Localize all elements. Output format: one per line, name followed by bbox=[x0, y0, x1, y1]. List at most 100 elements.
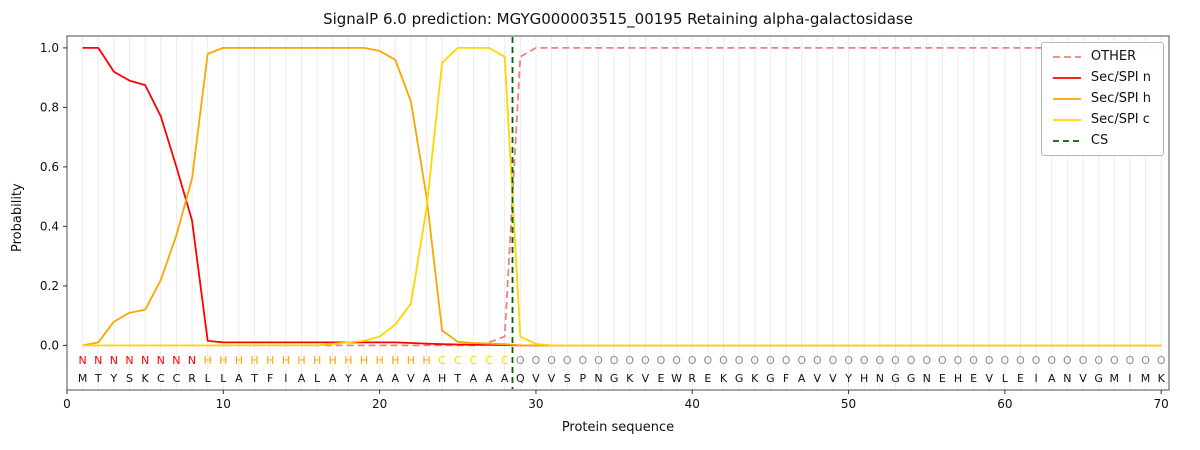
y-tick-label: 0.6 bbox=[40, 160, 59, 174]
y-tick-label: 0.2 bbox=[40, 279, 59, 293]
residue-letter: G bbox=[891, 372, 900, 385]
legend-line-sample bbox=[1052, 77, 1081, 79]
region-label: N bbox=[141, 354, 149, 367]
region-label: O bbox=[750, 354, 759, 367]
residue-letter: S bbox=[564, 372, 571, 385]
region-label: O bbox=[719, 354, 728, 367]
legend-item: Sec/SPI n bbox=[1052, 71, 1151, 85]
residue-letter: V bbox=[829, 372, 837, 385]
residue-letter: N bbox=[876, 372, 884, 385]
residue-letter: C bbox=[173, 372, 181, 385]
residue-letter: H bbox=[860, 372, 868, 385]
region-label: C bbox=[454, 354, 462, 367]
region-label: O bbox=[688, 354, 697, 367]
region-label: O bbox=[1141, 354, 1150, 367]
residue-letter: A bbox=[235, 372, 243, 385]
y-tick-label: 0.8 bbox=[40, 100, 59, 114]
region-label: C bbox=[501, 354, 509, 367]
residue-letter: I bbox=[1035, 372, 1038, 385]
residue-letter: V bbox=[1079, 372, 1087, 385]
y-tick-label: 1.0 bbox=[40, 41, 59, 55]
region-label: O bbox=[954, 354, 963, 367]
residue-letter: A bbox=[1048, 372, 1056, 385]
region-label: O bbox=[657, 354, 666, 367]
region-label: O bbox=[1126, 354, 1135, 367]
residue-letter: N bbox=[594, 372, 602, 385]
residue-letter: T bbox=[250, 372, 258, 385]
residue-letter: G bbox=[907, 372, 916, 385]
residue-letter: V bbox=[532, 372, 540, 385]
legend-label: Sec/SPI c bbox=[1090, 112, 1150, 127]
residue-letter: R bbox=[188, 372, 196, 385]
residue-letter: E bbox=[658, 372, 665, 385]
residue-letter: A bbox=[423, 372, 431, 385]
residue-letter: K bbox=[1158, 372, 1166, 385]
residue-letter: L bbox=[1002, 372, 1009, 385]
region-label: O bbox=[797, 354, 806, 367]
region-label: O bbox=[1063, 354, 1072, 367]
region-label: O bbox=[969, 354, 978, 367]
region-label: H bbox=[360, 354, 368, 367]
region-label: O bbox=[891, 354, 900, 367]
region-label: N bbox=[172, 354, 180, 367]
residue-letter: C bbox=[157, 372, 165, 385]
region-label: O bbox=[1001, 354, 1010, 367]
region-label: O bbox=[532, 354, 541, 367]
residue-letter: K bbox=[720, 372, 728, 385]
residue-letter: H bbox=[438, 372, 446, 385]
x-tick-label: 20 bbox=[372, 397, 387, 411]
residue-letter: N bbox=[1063, 372, 1071, 385]
residue-letter: V bbox=[642, 372, 650, 385]
region-label: O bbox=[672, 354, 681, 367]
region-label: H bbox=[329, 354, 337, 367]
region-label: H bbox=[407, 354, 415, 367]
residue-letter: I bbox=[1128, 372, 1131, 385]
residue-letter: A bbox=[470, 372, 478, 385]
region-label: H bbox=[391, 354, 399, 367]
y-axis-label: Probability bbox=[10, 183, 25, 252]
residue-letter: L bbox=[314, 372, 321, 385]
region-label: O bbox=[766, 354, 775, 367]
region-label: H bbox=[422, 354, 430, 367]
residue-letter: F bbox=[267, 372, 273, 385]
legend-item: Sec/SPI h bbox=[1052, 92, 1151, 106]
region-label: N bbox=[79, 354, 87, 367]
series-other bbox=[82, 47, 1162, 347]
residue-letter: V bbox=[985, 372, 993, 385]
residue-letter: S bbox=[126, 372, 133, 385]
region-label: C bbox=[438, 354, 446, 367]
region-label: O bbox=[829, 354, 838, 367]
series-sec-spi-n bbox=[82, 47, 1162, 347]
region-label: O bbox=[907, 354, 916, 367]
residue-letter: T bbox=[94, 372, 102, 385]
series-sec-spi-h bbox=[82, 47, 1162, 347]
residue-letter: R bbox=[688, 372, 696, 385]
legend-line-sample bbox=[1052, 140, 1081, 142]
y-tick-label: 0.4 bbox=[40, 219, 59, 233]
region-label: O bbox=[1079, 354, 1088, 367]
legend-label: CS bbox=[1090, 133, 1109, 148]
residue-letter: I bbox=[284, 372, 287, 385]
residue-letter: A bbox=[376, 372, 384, 385]
region-label: O bbox=[938, 354, 947, 367]
region-label: N bbox=[188, 354, 196, 367]
region-label: O bbox=[547, 354, 556, 367]
residue-letter: Y bbox=[110, 372, 118, 385]
chart-title: SignalP 6.0 prediction: MGYG000003515_00… bbox=[323, 10, 913, 28]
region-label: C bbox=[485, 354, 493, 367]
legend-item: Sec/SPI c bbox=[1052, 113, 1151, 127]
region-label: O bbox=[735, 354, 744, 367]
residue-letter: V bbox=[814, 372, 822, 385]
chart-legend: OTHER Sec/SPI n Sec/SPI h Sec/SPI c CS bbox=[1040, 42, 1164, 156]
residue-letter: Y bbox=[844, 372, 852, 385]
residue-letter: F bbox=[783, 372, 789, 385]
residue-letter: A bbox=[329, 372, 337, 385]
legend-line-sample bbox=[1052, 56, 1081, 58]
x-tick-label: 50 bbox=[841, 397, 856, 411]
residue-letter: L bbox=[220, 372, 227, 385]
residue-letter: G bbox=[1094, 372, 1103, 385]
region-label: H bbox=[344, 354, 352, 367]
region-label: O bbox=[516, 354, 525, 367]
region-label: H bbox=[219, 354, 227, 367]
